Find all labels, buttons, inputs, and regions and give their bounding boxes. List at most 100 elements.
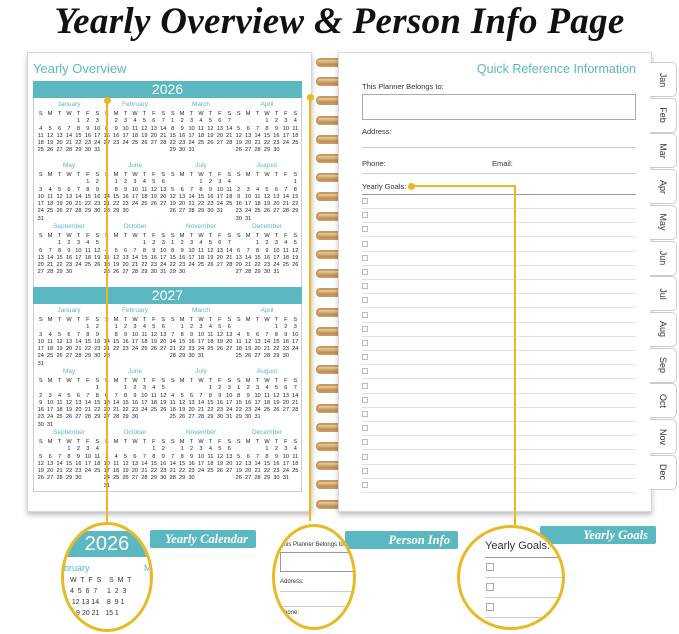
month-name: December: [252, 223, 282, 230]
day: 14: [188, 193, 195, 200]
day: 9: [114, 125, 118, 132]
tab-label: May: [658, 213, 668, 231]
day: 27: [65, 208, 73, 215]
tab-aug[interactable]: Aug: [650, 311, 677, 347]
day: 19: [216, 338, 223, 345]
tab-nov[interactable]: Nov: [650, 419, 677, 454]
weekday: T: [208, 317, 213, 323]
tab-jun[interactable]: Jun: [650, 240, 677, 276]
goal-checkbox[interactable]: [362, 396, 368, 403]
day: 13: [56, 132, 63, 139]
goal-checkbox[interactable]: [362, 269, 368, 275]
day: 3: [284, 446, 288, 453]
day: 6: [67, 331, 71, 338]
day: 19: [160, 399, 167, 406]
goal-checkbox[interactable]: [362, 325, 368, 332]
tab-jan[interactable]: Jan: [650, 62, 677, 97]
day: 24: [254, 407, 261, 414]
goal-checkbox[interactable]: [362, 340, 368, 346]
day: 30: [282, 353, 289, 360]
day: 15: [113, 193, 120, 200]
zoom-belongs-box: [280, 552, 353, 572]
quick-reference-title: Quick Reference Information: [476, 62, 636, 76]
day: 31: [37, 360, 44, 367]
month-name: July: [195, 162, 207, 169]
day: 1: [114, 179, 118, 186]
day: 28: [75, 208, 82, 215]
tab-label: Mar: [658, 143, 668, 159]
day: 22: [113, 201, 120, 208]
goal-checkbox[interactable]: [362, 297, 368, 304]
goal-checkbox[interactable]: [362, 254, 368, 261]
day: 13: [226, 453, 233, 460]
day: 26: [160, 407, 167, 414]
day: 2: [161, 446, 165, 453]
tab-mar[interactable]: Mar: [650, 133, 677, 169]
goal-checkbox[interactable]: [362, 453, 368, 460]
day: 19: [122, 468, 129, 475]
goal-checkbox[interactable]: [362, 382, 368, 389]
tab-may[interactable]: May: [650, 204, 677, 240]
day: 18: [84, 254, 91, 261]
day: 12: [263, 193, 271, 200]
day: 10: [292, 331, 299, 338]
goal-checkbox[interactable]: [362, 283, 368, 290]
goal-checkbox[interactable]: [362, 240, 368, 247]
yearly-overview-title: Yearly Overview: [33, 61, 127, 76]
month-name: September: [53, 223, 85, 230]
belongs-field[interactable]: [362, 94, 636, 120]
weekday: M: [179, 378, 185, 384]
weekday: W: [264, 172, 270, 178]
goal-checkbox[interactable]: [362, 368, 368, 375]
weekday: S: [95, 172, 100, 178]
goal-checkbox[interactable]: [362, 212, 368, 219]
day: 16: [122, 193, 129, 200]
left-page: [27, 52, 312, 512]
day: 15: [179, 338, 186, 345]
phone-label: Phone:: [362, 159, 386, 168]
day: 17: [197, 460, 205, 467]
weekday: S: [293, 317, 298, 323]
day: 25: [131, 140, 139, 147]
day: 5: [274, 385, 278, 392]
day: 4: [284, 240, 288, 247]
tab-apr[interactable]: Apr: [650, 169, 677, 205]
day: 7: [171, 331, 175, 338]
day: 5: [237, 125, 241, 132]
tab-sep[interactable]: Sep: [650, 347, 677, 383]
day: 29: [113, 208, 120, 215]
weekday: T: [76, 378, 81, 384]
day: 21: [245, 262, 252, 269]
day: 20: [56, 140, 63, 147]
tab-jul[interactable]: Jul: [650, 276, 677, 312]
tab-dec[interactable]: Dec: [650, 454, 677, 490]
day: 25: [141, 346, 148, 353]
day: 10: [254, 392, 261, 399]
day: 12: [141, 125, 148, 132]
goal-checkbox[interactable]: [362, 482, 368, 488]
day: 17: [122, 132, 129, 139]
goal-checkbox[interactable]: [362, 198, 368, 204]
day: 23: [207, 201, 214, 208]
day: 28: [226, 140, 233, 147]
goal-checkbox[interactable]: [362, 439, 368, 446]
tab-oct[interactable]: Oct: [650, 383, 677, 419]
day: 1: [256, 240, 260, 247]
goal-checkbox[interactable]: [362, 467, 368, 474]
weekday: S: [161, 378, 166, 384]
goal-checkbox[interactable]: [362, 425, 368, 432]
tab-feb[interactable]: Feb: [650, 97, 677, 133]
day: 22: [150, 468, 157, 475]
goal-checkbox[interactable]: [362, 311, 368, 318]
day: 7: [114, 392, 118, 399]
day: 20: [75, 407, 82, 414]
goal-checkbox[interactable]: [362, 354, 368, 361]
goal-checkbox[interactable]: [362, 411, 368, 417]
day: 19: [150, 193, 157, 200]
day: 18: [94, 460, 101, 467]
day: 28: [75, 353, 82, 360]
day: 22: [273, 346, 280, 353]
weekday: M: [47, 111, 53, 117]
goal-checkbox[interactable]: [362, 226, 368, 233]
day: 29: [150, 475, 157, 482]
